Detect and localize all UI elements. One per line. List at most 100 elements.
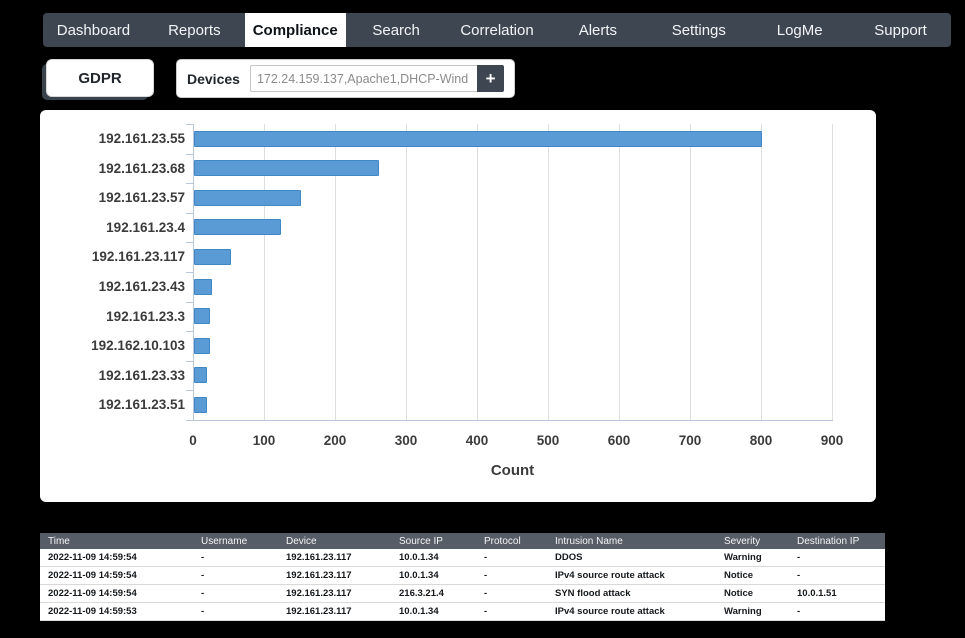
- column-header-device: Device: [278, 533, 391, 549]
- table-cell: IPv4 source route attack: [547, 602, 716, 621]
- chart-x-tick-label: 400: [465, 433, 489, 448]
- table-cell: -: [476, 584, 547, 603]
- chart-category-label: 192.161.23.51: [98, 397, 185, 413]
- table-cell: -: [476, 566, 547, 585]
- chart-gridline: [690, 124, 691, 420]
- column-header-intrusion-name: Intrusion Name: [547, 533, 716, 549]
- table-cell: Warning: [716, 549, 789, 567]
- table-cell: 2022-11-09 14:59:54: [40, 549, 193, 567]
- chart-panel: 192.161.23.55 192.161.23.68 192.161.23.57 1…: [40, 110, 876, 502]
- chart-category-label: 192.161.23.3: [106, 308, 185, 324]
- chart-x-tick-label: 200: [323, 433, 347, 448]
- chart-category-label: 192.162.10.103: [91, 338, 185, 354]
- nav-tab-alerts[interactable]: Alerts: [578, 21, 618, 39]
- table-cell: 10.0.1.34: [391, 566, 476, 585]
- column-header-destination-ip: Destination IP: [789, 533, 885, 549]
- table-cell: -: [789, 602, 885, 621]
- chart-category-label: 192.161.23.55: [98, 131, 185, 146]
- table-cell: -: [789, 566, 885, 585]
- chart-y-tick: [186, 242, 193, 244]
- chart-y-tick: [186, 153, 193, 155]
- nav-tab-support[interactable]: Support: [874, 21, 927, 39]
- table-cell: 10.0.1.34: [391, 549, 476, 567]
- chart-x-tick-label: 700: [678, 433, 702, 448]
- column-header-time: Time: [40, 533, 193, 549]
- nav-tab-dashboard[interactable]: Dashboard: [56, 21, 131, 39]
- table-body: 2022-11-09 14:59:54-192.161.23.117 10.0.1…: [40, 549, 885, 621]
- column-header-username: Username: [193, 533, 278, 549]
- chart-bar[interactable]: [194, 396, 208, 413]
- chart-x-tick-label: 300: [394, 433, 418, 448]
- table-header-row: Time Username Device Source IP Protocol Intru…: [40, 533, 885, 549]
- chart-gridline: [335, 124, 336, 420]
- nav-tab-search[interactable]: Search: [372, 21, 420, 39]
- table-cell: SYN flood attack: [547, 584, 716, 603]
- chart-bar[interactable]: [194, 248, 231, 265]
- chart-bar[interactable]: [194, 278, 212, 295]
- table-cell: 192.161.23.117: [278, 584, 391, 603]
- chart-x-tick-label: 100: [252, 433, 276, 448]
- table-cell: -: [193, 584, 278, 603]
- table-row: 2022-11-09 14:59:54-192.161.23.117 216.3.…: [40, 584, 885, 603]
- table-cell: 2022-11-09 14:59:54: [40, 566, 193, 585]
- table-cell: -: [476, 602, 547, 621]
- chart-bar[interactable]: [194, 308, 210, 325]
- devices-label: Devices: [187, 70, 240, 87]
- plus-icon: +: [485, 69, 496, 88]
- chart-y-tick: [186, 390, 193, 392]
- chart-gridline: [406, 124, 407, 420]
- column-header-protocol: Protocol: [476, 533, 547, 549]
- chart-gridline: [264, 124, 265, 420]
- chart-x-tick-label: 500: [536, 433, 560, 448]
- chart-y-tick: [186, 420, 193, 421]
- chart-x-tick-label: 900: [820, 433, 844, 448]
- table-cell: -: [789, 549, 885, 567]
- top-nav: Dashboard Reports Compliance Search Correlat…: [43, 13, 951, 47]
- chart-bar[interactable]: [194, 189, 301, 206]
- table-cell: Warning: [716, 602, 789, 621]
- table-cell: 192.161.23.117: [278, 549, 391, 567]
- table-cell: 10.0.1.34: [391, 602, 476, 621]
- table-cell: 192.161.23.117: [278, 566, 391, 585]
- table-cell: 216.3.21.4: [391, 584, 476, 603]
- table-row: 2022-11-09 14:59:54-192.161.23.117 10.0.1…: [40, 566, 885, 585]
- gdpr-button[interactable]: GDPR: [46, 59, 154, 97]
- chart-bar[interactable]: [194, 130, 762, 147]
- chart-category-label: 192.161.23.57: [98, 190, 185, 206]
- table-row: 2022-11-09 14:59:54 - 192.161.23.117 10.0.1…: [40, 549, 885, 567]
- nav-tab-reports[interactable]: Reports: [168, 21, 221, 39]
- nav-tab-logme[interactable]: LogMe: [776, 21, 823, 39]
- chart-bar[interactable]: [194, 367, 208, 384]
- chart-category-label: 192.161.23.68: [98, 160, 185, 176]
- chart-x-tick-label: 0: [189, 433, 197, 448]
- add-device-button[interactable]: +: [477, 65, 504, 92]
- chart-bar[interactable]: [194, 219, 281, 236]
- table-cell: 2022-11-09 14:59:53: [40, 602, 193, 621]
- table-cell: 192.161.23.117: [278, 602, 391, 621]
- nav-tab-settings[interactable]: Settings: [671, 21, 726, 39]
- column-header-source-ip: Source IP: [391, 533, 476, 549]
- devices-panel: Devices +: [176, 59, 515, 98]
- table-cell: IPv4 source route attack: [547, 566, 716, 585]
- chart-category-label: 192.161.23.43: [98, 279, 185, 294]
- chart-x-tick-label: 800: [749, 433, 773, 448]
- chart-category-label: 192.161.23.117: [91, 249, 185, 265]
- chart-gridline: [832, 124, 833, 420]
- devices-input[interactable]: [249, 65, 478, 92]
- table-cell: Notice: [716, 566, 789, 585]
- chart-bar[interactable]: [194, 337, 210, 354]
- table-cell: -: [476, 549, 547, 567]
- chart-x-axis: [186, 420, 833, 421]
- chart-y-tick: [186, 272, 193, 273]
- nav-tab-correlation[interactable]: Correlation: [460, 21, 534, 39]
- chart-bar[interactable]: [194, 160, 379, 177]
- nav-tab-compliance[interactable]: Compliance: [244, 13, 346, 47]
- table-cell: 2022-11-09 14:59:54: [40, 584, 193, 603]
- chart-y-tick: [186, 183, 193, 185]
- table-cell: -: [193, 566, 278, 585]
- chart-category-label: 192.161.23.33: [98, 367, 185, 383]
- table-head: Time Username Device Source IP Protocol Intru…: [40, 533, 885, 549]
- chart-y-tick: [186, 331, 193, 333]
- chart-y-tick: [186, 301, 193, 303]
- chart-gridline: [477, 124, 478, 420]
